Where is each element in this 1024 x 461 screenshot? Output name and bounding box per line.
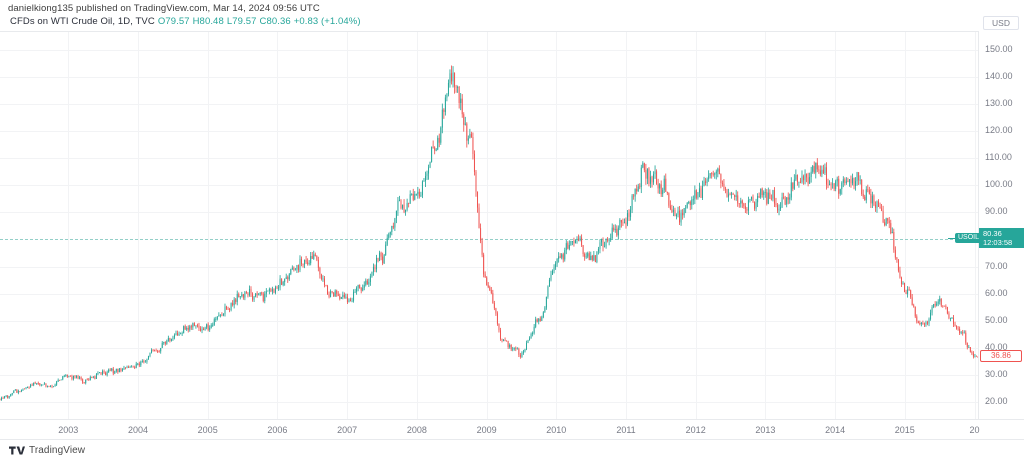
grid-line-vertical [974,32,976,419]
price-axis-tick: 120.00 [985,125,1013,135]
grid-line-horizontal [0,375,978,377]
time-axis[interactable]: 2003 2004 2005 2006 2007 2008 2009 2010 2011 2012… [0,419,1024,439]
grid-line-horizontal [0,266,978,268]
grid-line-horizontal [0,131,978,132]
symbol-description: CFDs on WTI Crude Oil, 1D, TVC [10,16,155,27]
grid-line-horizontal [0,348,978,350]
price-axis-tick: 60.00 [985,287,1008,298]
time-axis-tick: 20 [969,425,980,435]
time-axis-tick: 2010 [546,425,567,435]
grid-line-vertical [138,32,139,419]
open-value: O79.57 [157,16,190,27]
time-axis-tick: 2012 [685,425,706,435]
grid-line-horizontal [0,212,978,214]
symbol-price-tag: USOIL [955,232,983,243]
price-axis-tick: 130.00 [985,97,1013,108]
time-axis-tick: 2009 [476,425,497,435]
time-axis-tick: 2004 [127,425,149,435]
high-value: H80.48 [192,16,224,27]
grid-line-vertical [626,32,627,419]
time-axis-tick: 2003 [58,425,79,435]
grid-line-horizontal [0,49,978,51]
price-axis-tick: 100.00 [985,179,1013,190]
time-axis-tick: 2008 [406,425,427,435]
price-axis-tick: 110.00 [985,152,1012,163]
change-value: +0.83 (+1.04%) [293,16,361,27]
low-value: L79.57 [226,16,257,27]
tradingview-logo[interactable]: TradingView [9,445,85,456]
tradingview-wordmark: TradingView [29,445,86,456]
price-axis-tick: 50.00 [985,315,1008,325]
low-price-marker: 36.86 [980,349,1022,362]
time-axis-tick: 2013 [755,425,776,435]
chart-legend[interactable]: CFDs on WTI Crude Oil, 1D, TVC O79.57 H80.… [10,16,361,27]
bar-close-countdown: 12:03:58 [983,238,1013,248]
grid-line-horizontal [0,76,978,78]
price-axis-tick: 70.00 [985,260,1008,271]
grid-line-vertical [416,32,418,419]
grid-line-vertical [277,32,279,419]
grid-line-vertical [835,32,837,419]
price-axis-tick: 150.00 [985,43,1013,54]
grid-line-horizontal [0,103,978,105]
time-axis-tick: 2014 [825,425,846,435]
grid-line-horizontal [0,321,978,322]
publish-attribution: danielkiong135 published on TradingView.… [8,3,320,14]
last-price-badge[interactable]: 80.36 12:03:58 [979,227,1024,248]
price-tag-connector [948,237,956,239]
candlestick-series [0,65,978,401]
price-axis-tick: 40.00 [985,342,1008,353]
grid-line-vertical [486,32,488,419]
time-axis-tick: 2015 [894,425,915,435]
close-value: C80.36 [259,16,291,27]
grid-line-vertical [347,32,349,419]
time-axis-tick: 2005 [197,425,218,435]
time-axis-tick: 2011 [616,425,636,435]
grid-line-vertical [904,32,906,419]
grid-line-horizontal [0,158,978,160]
grid-line-vertical [207,32,209,419]
grid-line-horizontal [0,293,978,295]
grid-line-vertical [695,32,697,419]
chart-plot-area[interactable] [0,31,978,419]
grid-line-vertical [68,32,70,419]
grid-line-vertical [556,32,558,419]
grid-line-horizontal [0,402,978,404]
grid-line-vertical [765,32,767,419]
grid-line-horizontal [0,185,978,187]
price-axis-tick: 140.00 [985,70,1013,81]
last-price-horizontal-line [0,238,978,240]
price-axis-tick: 90.00 [985,206,1008,217]
price-axis-tick: 30.00 [985,369,1008,380]
last-price-value: 80.36 [983,228,1002,238]
price-axis-tick: 20.00 [985,396,1008,407]
time-axis-tick: 2007 [337,425,358,435]
chart-footer: TradingView [0,439,1024,461]
currency-label[interactable]: USD [983,16,1019,30]
tradingview-mark-icon [9,446,25,455]
time-axis-tick: 2006 [267,425,288,435]
